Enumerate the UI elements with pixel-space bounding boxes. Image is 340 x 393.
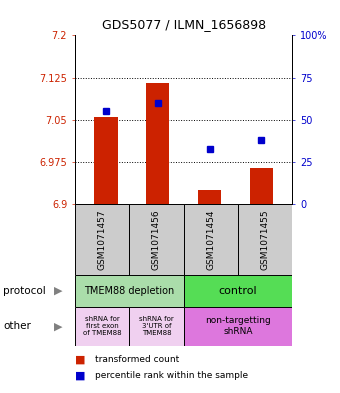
Text: ▶: ▶ bbox=[54, 286, 63, 296]
Bar bbox=[129, 307, 184, 346]
Bar bbox=[184, 275, 292, 307]
Bar bbox=[184, 204, 238, 275]
Text: other: other bbox=[3, 321, 31, 331]
Text: shRNA for
first exon
of TMEM88: shRNA for first exon of TMEM88 bbox=[83, 316, 121, 336]
Text: transformed count: transformed count bbox=[95, 355, 180, 364]
Bar bbox=[94, 117, 118, 204]
Text: ▶: ▶ bbox=[54, 321, 63, 331]
Bar bbox=[238, 204, 292, 275]
Text: GSM1071457: GSM1071457 bbox=[98, 209, 106, 270]
Bar bbox=[129, 204, 184, 275]
Bar bbox=[75, 307, 129, 346]
Text: ■: ■ bbox=[75, 354, 85, 365]
Bar bbox=[198, 190, 221, 204]
Text: GSM1071456: GSM1071456 bbox=[152, 209, 161, 270]
Text: non-targetting
shRNA: non-targetting shRNA bbox=[205, 316, 271, 336]
Bar bbox=[75, 275, 184, 307]
Text: GSM1071455: GSM1071455 bbox=[261, 209, 270, 270]
Bar bbox=[184, 307, 292, 346]
Bar bbox=[250, 168, 273, 204]
Title: GDS5077 / ILMN_1656898: GDS5077 / ILMN_1656898 bbox=[102, 18, 266, 31]
Text: protocol: protocol bbox=[3, 286, 46, 296]
Text: ■: ■ bbox=[75, 370, 85, 380]
Text: percentile rank within the sample: percentile rank within the sample bbox=[95, 371, 248, 380]
Text: shRNA for
3'UTR of
TMEM88: shRNA for 3'UTR of TMEM88 bbox=[139, 316, 174, 336]
Text: TMEM88 depletion: TMEM88 depletion bbox=[84, 286, 174, 296]
Bar bbox=[146, 83, 169, 204]
Bar bbox=[75, 204, 129, 275]
Text: control: control bbox=[219, 286, 257, 296]
Text: GSM1071454: GSM1071454 bbox=[206, 209, 215, 270]
